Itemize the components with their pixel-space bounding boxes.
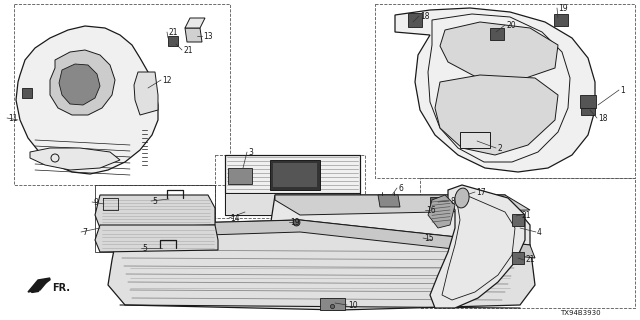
Text: 14: 14 [230, 213, 239, 222]
Text: 11: 11 [8, 114, 17, 123]
Polygon shape [512, 214, 524, 226]
Ellipse shape [455, 188, 469, 208]
Bar [95, 185, 215, 252]
Text: 16: 16 [426, 205, 436, 214]
Text: 12: 12 [162, 76, 172, 84]
Text: 20: 20 [506, 20, 516, 29]
Polygon shape [395, 8, 595, 172]
Polygon shape [512, 252, 524, 264]
Polygon shape [225, 155, 360, 215]
Text: 15: 15 [424, 234, 434, 243]
Polygon shape [168, 36, 178, 46]
Polygon shape [581, 101, 595, 115]
Polygon shape [430, 197, 445, 210]
Text: 21: 21 [522, 211, 531, 220]
Text: 10: 10 [348, 300, 358, 309]
Text: 4: 4 [537, 228, 542, 236]
Polygon shape [270, 160, 320, 190]
Text: 9: 9 [93, 197, 98, 206]
Text: 17: 17 [476, 188, 486, 196]
Bar [14, 4, 230, 185]
Text: 19: 19 [290, 218, 300, 227]
Polygon shape [59, 64, 100, 105]
Polygon shape [440, 22, 558, 80]
Text: 5: 5 [142, 244, 147, 252]
Polygon shape [430, 185, 525, 308]
Text: 13: 13 [203, 31, 212, 41]
Text: 21: 21 [183, 45, 193, 54]
Text: 18: 18 [420, 12, 429, 20]
Text: 5: 5 [152, 196, 157, 205]
Text: 7: 7 [82, 228, 87, 236]
Polygon shape [30, 148, 120, 170]
Bar [375, 4, 635, 178]
Polygon shape [16, 26, 158, 174]
Polygon shape [460, 132, 490, 148]
Polygon shape [320, 298, 345, 310]
Polygon shape [490, 28, 504, 40]
Polygon shape [134, 72, 158, 115]
Text: FR.: FR. [52, 283, 70, 293]
Text: 21: 21 [525, 255, 534, 265]
Polygon shape [108, 220, 535, 310]
Polygon shape [95, 225, 218, 252]
Text: 8: 8 [450, 196, 455, 205]
Text: 19: 19 [558, 4, 568, 12]
Polygon shape [270, 195, 530, 255]
Polygon shape [554, 14, 568, 26]
Polygon shape [408, 13, 422, 27]
Polygon shape [378, 195, 400, 207]
Polygon shape [428, 195, 455, 228]
Text: 3: 3 [248, 148, 253, 156]
Text: 6: 6 [398, 183, 403, 193]
Polygon shape [115, 220, 535, 258]
Text: TX94B3930: TX94B3930 [560, 310, 600, 316]
Polygon shape [185, 28, 202, 42]
Polygon shape [275, 195, 530, 215]
Text: 1: 1 [620, 85, 625, 94]
Polygon shape [28, 278, 50, 292]
Polygon shape [95, 195, 215, 228]
Polygon shape [50, 50, 115, 115]
Text: 2: 2 [497, 143, 502, 153]
Polygon shape [273, 163, 317, 187]
Polygon shape [22, 88, 32, 98]
Text: 18: 18 [598, 114, 607, 123]
Polygon shape [228, 168, 252, 184]
Text: 21: 21 [168, 28, 177, 36]
Polygon shape [580, 95, 596, 108]
Bar [215, 155, 365, 218]
Polygon shape [435, 75, 558, 155]
Polygon shape [185, 18, 205, 28]
Bar [420, 178, 635, 308]
Polygon shape [225, 193, 360, 215]
